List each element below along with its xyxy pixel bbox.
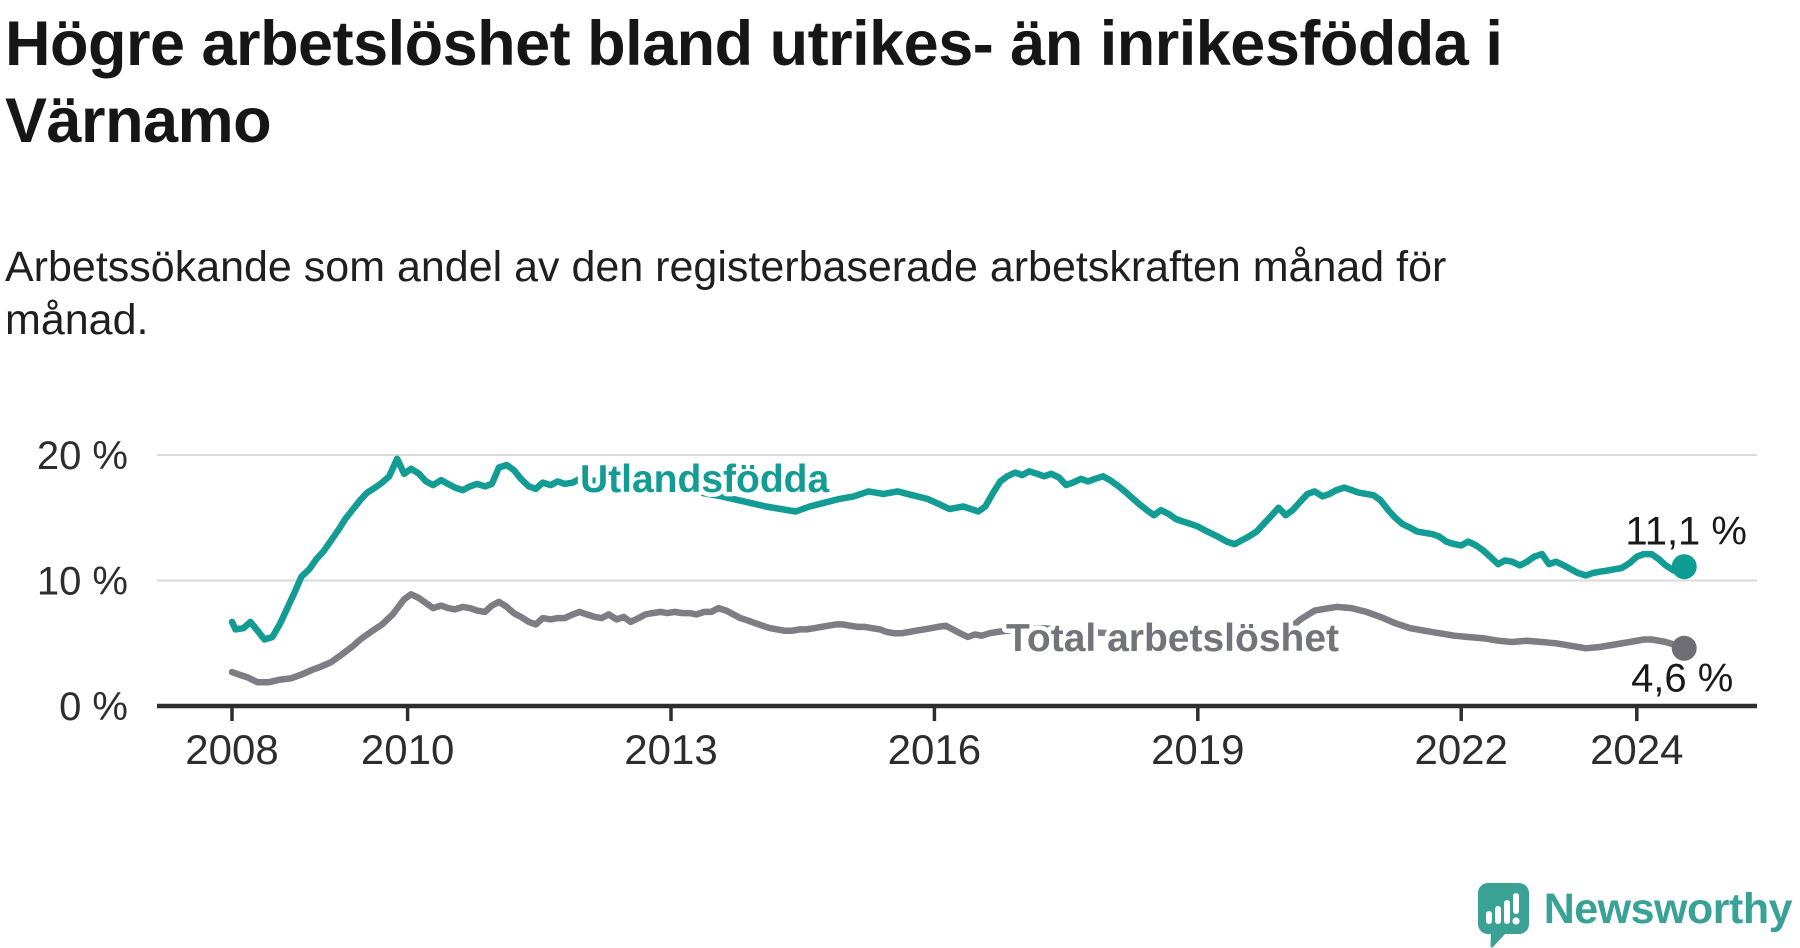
x-axis-label: 2013 [624,726,717,773]
x-axis-label: 2024 [1590,726,1683,773]
chart-subtitle: Arbetssökande som andel av den registerb… [5,241,1765,347]
series-end-dot-total [1671,635,1697,661]
y-axis-label: 0 % [59,685,128,729]
chart-title-line-1: Högre arbetslöshet bland utrikes- än inr… [5,9,1503,79]
series-end-value-total: 4,6 % [1631,656,1733,700]
series-end-value-utlandsfodda: 11,1 % [1625,510,1747,554]
y-axis-label: 10 % [37,560,128,604]
series-line-total [228,591,1688,686]
y-axis-label: 20 % [37,434,128,478]
series-label-utlandsfodda: Utlandsfödda [580,458,829,501]
x-axis-label: 2016 [888,726,981,773]
chart-title: Högre arbetslöshet bland utrikes- än inr… [5,6,1785,160]
chart-subtitle-line-1: Arbetssökande som andel av den registerb… [5,243,1447,291]
newsworthy-brand-name: Newsworthy [1543,885,1793,933]
series-line-utlandsfodda [228,455,1688,643]
series-label-total: Total arbetslöshet [1006,617,1339,660]
x-axis-label: 2010 [361,726,454,773]
series-end-dot-utlandsfodda [1671,554,1697,580]
chart-subtitle-line-2: månad. [5,296,149,344]
x-axis-label: 2022 [1414,726,1507,773]
chart-title-line-2: Värnamo [5,86,272,156]
newsworthy-brand: Newsworthy [1477,883,1793,948]
newsworthy-logo-icon [1477,883,1529,948]
x-axis-label: 2008 [185,726,278,773]
x-axis-label: 2019 [1151,726,1244,773]
